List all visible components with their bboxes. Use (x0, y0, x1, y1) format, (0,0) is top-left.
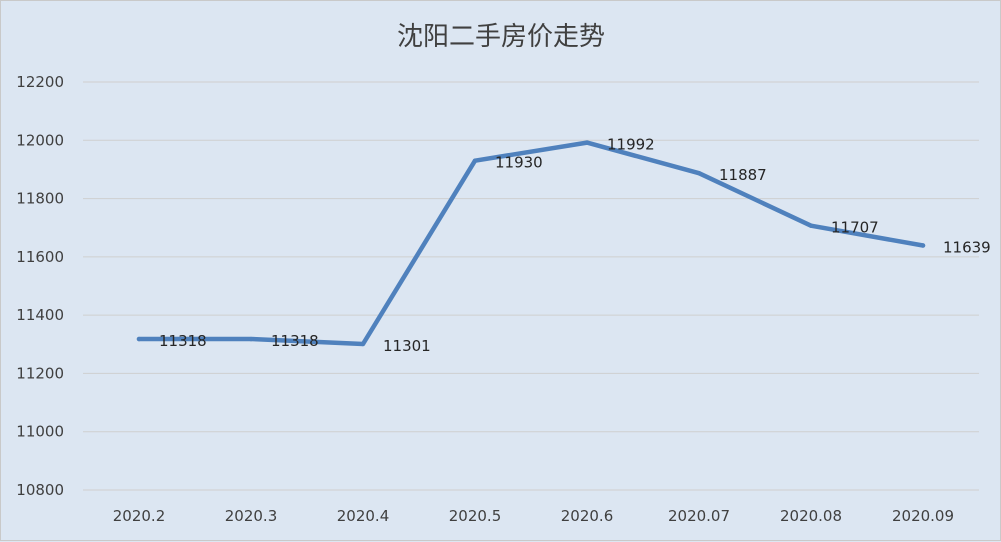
data-label: 11887 (719, 166, 767, 184)
y-tick-label: 10800 (16, 481, 64, 499)
data-point (920, 243, 926, 248)
data-label: 11992 (607, 136, 655, 154)
x-tick-label: 2020.09 (892, 507, 954, 525)
chart-title: 沈阳二手房价走势 (397, 22, 605, 52)
data-point (136, 336, 142, 342)
data-label: 11707 (831, 219, 879, 237)
x-tick-label: 2020.5 (449, 507, 502, 525)
data-label: 11639 (943, 238, 991, 256)
data-label: 11301 (383, 337, 431, 355)
x-tick-label: 2020.08 (780, 507, 842, 525)
data-labels: 11318 11318 11301 11930 11992 11887 11707 11639 (159, 136, 991, 355)
x-tick-label: 2020.3 (225, 507, 278, 525)
x-tick-label: 2020.07 (668, 507, 730, 525)
data-point (808, 223, 814, 228)
gridlines (83, 81, 979, 491)
series-line (136, 140, 926, 347)
y-tick-label: 11200 (16, 364, 64, 382)
data-point (360, 341, 366, 347)
y-tick-label: 11000 (16, 423, 64, 441)
data-point (472, 158, 478, 163)
y-axis-ticks: 10800 11000 11200 11400 11600 11800 12000 12200 (16, 73, 64, 499)
data-point (248, 336, 254, 342)
y-tick-label: 12000 (16, 131, 64, 149)
x-tick-label: 2020.4 (337, 507, 390, 525)
y-tick-label: 11600 (16, 248, 64, 266)
data-point (584, 140, 590, 145)
x-tick-label: 2020.6 (561, 507, 614, 525)
data-label: 11930 (495, 154, 543, 172)
data-label: 11318 (159, 332, 207, 350)
x-axis-ticks: 2020.2 2020.3 2020.4 2020.5 2020.6 2020.07 202… (113, 507, 954, 525)
y-tick-label: 11800 (16, 190, 64, 208)
data-point (696, 171, 702, 176)
y-tick-label: 11400 (16, 306, 64, 324)
series (136, 140, 926, 347)
data-label: 11318 (271, 332, 319, 350)
x-tick-label: 2020.2 (113, 507, 166, 525)
y-tick-label: 12200 (16, 73, 64, 91)
